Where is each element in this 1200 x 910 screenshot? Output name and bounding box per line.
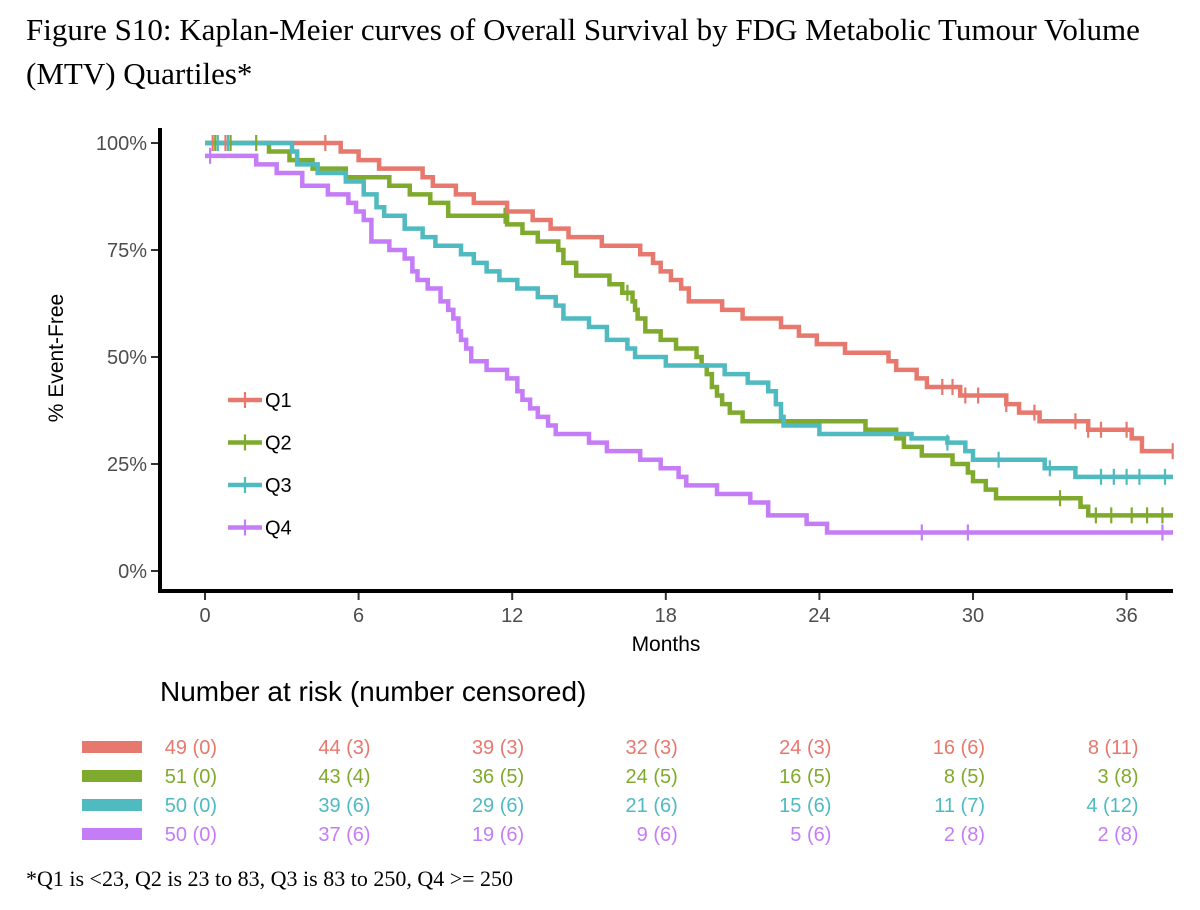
- footnote: *Q1 is <23, Q2 is 23 to 83, Q3 is 83 to …: [26, 866, 514, 891]
- risk-cell-q4-18: 9 (6): [637, 824, 678, 846]
- axis-ticks: 0 6 12 18 24 30 36 0% 25% 50% 75% 100%: [96, 133, 1138, 627]
- risk-cell-q2-6: 43 (4): [318, 766, 370, 788]
- x-tick-label-0: 0: [199, 605, 210, 627]
- risk-cell-q1-18: 32 (3): [626, 737, 678, 759]
- risk-cell-q2-18: 24 (5): [626, 766, 678, 788]
- risk-cell-q2-12: 36 (5): [472, 766, 524, 788]
- risk-cell-q2-36: 3 (8): [1097, 766, 1138, 788]
- risk-row-swatch-q1: [82, 741, 142, 753]
- y-axis-title: % Event-Free: [45, 294, 68, 422]
- risk-cell-q2-30: 8 (5): [944, 766, 985, 788]
- risk-cell-q1-36: 8 (11): [1088, 737, 1139, 759]
- legend-label-q4: Q4: [265, 518, 292, 540]
- risk-cell-q1-0: 49 (0): [165, 737, 217, 759]
- risk-row-swatch-q4: [82, 828, 142, 840]
- risk-cell-q4-30: 2 (8): [944, 824, 985, 846]
- risk-table-title: Number at risk (number censored): [160, 676, 587, 707]
- legend-label-q1: Q1: [265, 390, 292, 412]
- curve-q2: [205, 140, 1173, 518]
- axes: [158, 128, 1173, 593]
- risk-cell-q2-24: 16 (5): [779, 766, 831, 788]
- risk-row-swatch-q3: [82, 799, 142, 811]
- x-tick-label-6: 6: [353, 605, 364, 627]
- risk-cell-q3-36: 4 (12): [1086, 795, 1138, 817]
- risk-table: 49 (0) 44 (3) 39 (3) 32 (3) 24 (3) 16 (6) 8 (1…: [82, 737, 1139, 846]
- legend-label-q3: Q3: [265, 475, 292, 497]
- risk-cell-q3-0: 50 (0): [165, 795, 217, 817]
- y-tick-label-50: 50%: [107, 347, 147, 369]
- risk-cell-q3-30: 11 (7): [934, 795, 985, 817]
- risk-cell-q4-36: 2 (8): [1097, 824, 1138, 846]
- risk-cell-q1-12: 39 (3): [472, 737, 524, 759]
- survival-curves: [205, 140, 1173, 535]
- risk-cell-q1-6: 44 (3): [318, 737, 370, 759]
- x-tick-label-30: 30: [962, 605, 984, 627]
- risk-cell-q4-6: 37 (6): [318, 824, 370, 846]
- figure-title: Figure S10: Kaplan-Meier curves of Overa…: [26, 12, 1140, 91]
- x-tick-label-36: 36: [1115, 605, 1137, 627]
- risk-cell-q1-30: 16 (6): [933, 737, 985, 759]
- y-tick-label-0: 0%: [118, 561, 147, 583]
- y-tick-label-25: 25%: [107, 454, 147, 476]
- risk-cell-q4-12: 19 (6): [472, 824, 524, 846]
- y-tick-label-100: 100%: [96, 133, 147, 155]
- risk-cell-q3-24: 15 (6): [779, 795, 831, 817]
- x-tick-label-24: 24: [808, 605, 830, 627]
- x-tick-label-18: 18: [655, 605, 677, 627]
- curve-q1: [205, 140, 1173, 454]
- censor-marks: [209, 135, 1174, 541]
- x-tick-label-12: 12: [501, 605, 523, 627]
- legend-label-q2: Q2: [265, 433, 292, 455]
- risk-cell-q3-12: 29 (6): [472, 795, 524, 817]
- risk-cell-q3-18: 21 (6): [626, 795, 678, 817]
- risk-row-swatch-q2: [82, 770, 142, 782]
- risk-cell-q3-6: 39 (6): [318, 795, 370, 817]
- curve-q3: [205, 140, 1173, 480]
- y-tick-label-75: 75%: [107, 240, 147, 262]
- risk-cell-q4-0: 50 (0): [165, 824, 217, 846]
- risk-cell-q4-24: 5 (6): [790, 824, 831, 846]
- legend: Q1 Q2 Q3 Q4: [228, 390, 292, 540]
- risk-cell-q2-0: 51 (0): [165, 766, 217, 788]
- curve-q4: [205, 153, 1173, 535]
- x-axis-title: Months: [632, 633, 701, 656]
- risk-cell-q1-24: 24 (3): [779, 737, 831, 759]
